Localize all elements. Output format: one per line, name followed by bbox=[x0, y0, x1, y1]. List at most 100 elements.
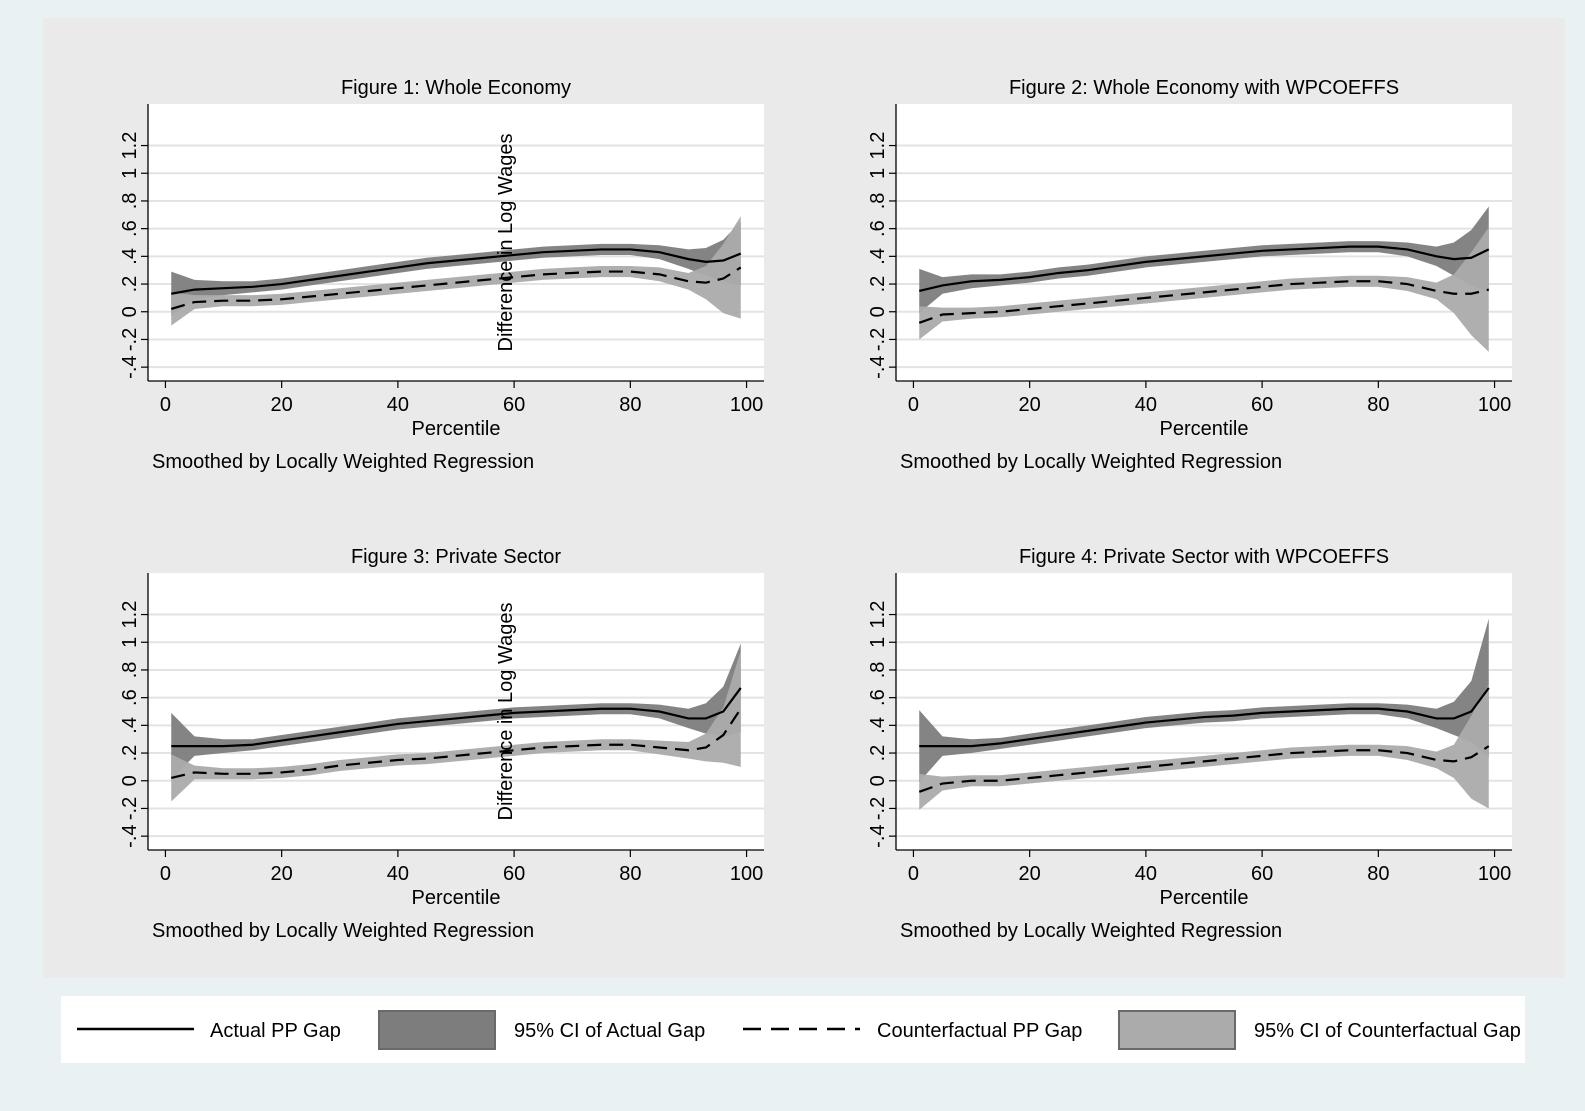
x-tick-label: 80 bbox=[619, 394, 641, 416]
y-axis-label: Difference in Log Wages bbox=[495, 134, 517, 352]
x-tick-label: 40 bbox=[387, 863, 409, 885]
ci-band-counterfactual bbox=[919, 683, 1489, 810]
y-tick-label: .8 bbox=[867, 193, 889, 210]
legend: Actual PP Gap 95% CI of Actual Gap Counter… bbox=[61, 996, 1525, 1063]
y-tick-label: .8 bbox=[119, 193, 141, 210]
y-tick-label: .4 bbox=[119, 248, 141, 265]
panel-title: Figure 1: Whole Economy bbox=[341, 77, 571, 99]
actual-gap-line bbox=[918, 245, 1490, 293]
x-tick-label: 60 bbox=[503, 863, 525, 885]
ci-band-counterfactual bbox=[919, 227, 1489, 352]
y-tick-label: 0 bbox=[867, 306, 889, 317]
legend-item: 95% CI of Actual Gap bbox=[378, 1010, 705, 1050]
x-tick-label: 0 bbox=[160, 394, 171, 416]
chart-panel-3: -.4 -.2 0 .2 .4 .6 .8 1 1.2 0 20 40 60 80 100 Figure 3:… bbox=[119, 546, 764, 942]
ci-band-actual bbox=[171, 643, 741, 780]
y-tick-label: .6 bbox=[119, 220, 141, 237]
x-tick-label: 80 bbox=[1367, 863, 1389, 885]
x-tick-label: 60 bbox=[1251, 394, 1273, 416]
panel-note: Smoothed by Locally Weighted Regression bbox=[152, 920, 534, 942]
x-axis-label: Percentile bbox=[412, 418, 501, 440]
legend-swatch bbox=[1118, 1010, 1236, 1050]
legend-label: Actual PP Gap bbox=[210, 1020, 341, 1042]
legend-label: Counterfactual PP Gap bbox=[877, 1020, 1082, 1042]
actual-gap-line bbox=[171, 248, 742, 295]
legend-label: 95% CI of Actual Gap bbox=[514, 1020, 705, 1042]
y-tick-label: .4 bbox=[867, 248, 889, 265]
actual-gap-line bbox=[171, 687, 742, 748]
actual-gap-line bbox=[919, 687, 1490, 748]
y-tick-label: 1.2 bbox=[867, 601, 889, 629]
x-axis-label: Percentile bbox=[412, 887, 501, 909]
panel-title: Figure 3: Private Sector bbox=[351, 546, 561, 568]
x-tick-label: 80 bbox=[1367, 394, 1389, 416]
x-axis-label: Percentile bbox=[1160, 887, 1249, 909]
chart-panel-4: -.4 -.2 0 .2 .4 .6 .8 1 1.2 0 20 40 60 80 100 Figure 4:… bbox=[867, 546, 1512, 942]
plot-area bbox=[896, 104, 1512, 381]
y-tick-label: .6 bbox=[867, 689, 889, 706]
y-tick-label: -.4 bbox=[867, 824, 889, 847]
x-tick-label: 60 bbox=[503, 394, 525, 416]
x-tick-label: 80 bbox=[619, 863, 641, 885]
y-tick-label: 1.2 bbox=[119, 601, 141, 629]
legend-item: Counterfactual PP Gap bbox=[743, 1020, 1082, 1042]
y-tick-label: .8 bbox=[867, 662, 889, 679]
x-tick-label: 0 bbox=[160, 863, 171, 885]
y-tick-label: .2 bbox=[119, 745, 141, 762]
x-tick-label: 40 bbox=[1135, 863, 1157, 885]
y-tick-label: 1.2 bbox=[867, 132, 889, 160]
y-tick-label: -.4 bbox=[119, 824, 141, 847]
ci-band-actual bbox=[919, 206, 1489, 314]
ci-band-actual bbox=[171, 221, 741, 316]
y-tick-label: 1 bbox=[119, 637, 141, 648]
y-tick-label: .6 bbox=[867, 220, 889, 237]
y-tick-label: .4 bbox=[119, 717, 141, 734]
plot-area bbox=[148, 104, 764, 381]
y-tick-label: 1 bbox=[867, 168, 889, 179]
x-tick-label: 20 bbox=[271, 863, 293, 885]
x-tick-label: 100 bbox=[730, 863, 763, 885]
counterfactual-gap-line bbox=[918, 745, 1490, 793]
counterfactual-gap-line bbox=[918, 280, 1490, 324]
panel-note: Smoothed by Locally Weighted Regression bbox=[152, 451, 534, 473]
x-tick-label: 0 bbox=[908, 394, 919, 416]
legend-box bbox=[61, 996, 1525, 1063]
panel-note: Smoothed by Locally Weighted Regression bbox=[900, 920, 1282, 942]
y-tick-label: -.2 bbox=[119, 328, 141, 351]
panel-note: Smoothed by Locally Weighted Regression bbox=[900, 451, 1282, 473]
y-tick-label: .2 bbox=[867, 745, 889, 762]
y-tick-label: -.4 bbox=[867, 355, 889, 378]
y-tick-label: 0 bbox=[119, 775, 141, 786]
legend-item: Actual PP Gap bbox=[77, 1020, 341, 1042]
y-tick-label: .8 bbox=[119, 662, 141, 679]
panel-title: Figure 4: Private Sector with WPCOEFFS bbox=[1019, 546, 1389, 568]
x-tick-label: 100 bbox=[1478, 394, 1511, 416]
legend-label: 95% CI of Counterfactual Gap bbox=[1254, 1020, 1521, 1042]
counterfactual-gap-line bbox=[170, 708, 742, 780]
y-tick-label: -.2 bbox=[867, 797, 889, 820]
chart-panel-1: -.4 -.2 0 .2 .4 .6 .8 1 1.2 0 20 40 60 80 100 Figure 1:… bbox=[119, 77, 764, 473]
x-tick-label: 20 bbox=[1019, 863, 1041, 885]
y-tick-label: -.2 bbox=[119, 797, 141, 820]
y-tick-label: .6 bbox=[119, 689, 141, 706]
y-tick-label: .4 bbox=[867, 717, 889, 734]
y-tick-label: -.2 bbox=[867, 328, 889, 351]
y-tick-label: .2 bbox=[119, 276, 141, 293]
x-tick-label: 100 bbox=[1478, 863, 1511, 885]
y-tick-label: 1 bbox=[867, 637, 889, 648]
legend-swatch bbox=[378, 1010, 496, 1050]
panel-title: Figure 2: Whole Economy with WPCOEFFS bbox=[1009, 77, 1399, 99]
x-axis-label: Percentile bbox=[1160, 418, 1249, 440]
x-tick-label: 0 bbox=[908, 863, 919, 885]
y-tick-label: 1.2 bbox=[119, 132, 141, 160]
y-tick-label: 0 bbox=[119, 306, 141, 317]
x-tick-label: 60 bbox=[1251, 863, 1273, 885]
ci-band-counterfactual bbox=[171, 216, 741, 326]
x-tick-label: 20 bbox=[271, 394, 293, 416]
x-tick-label: 100 bbox=[730, 394, 763, 416]
y-tick-label: 0 bbox=[867, 775, 889, 786]
ci-band-counterfactual bbox=[171, 650, 741, 802]
y-tick-label: 1 bbox=[119, 168, 141, 179]
